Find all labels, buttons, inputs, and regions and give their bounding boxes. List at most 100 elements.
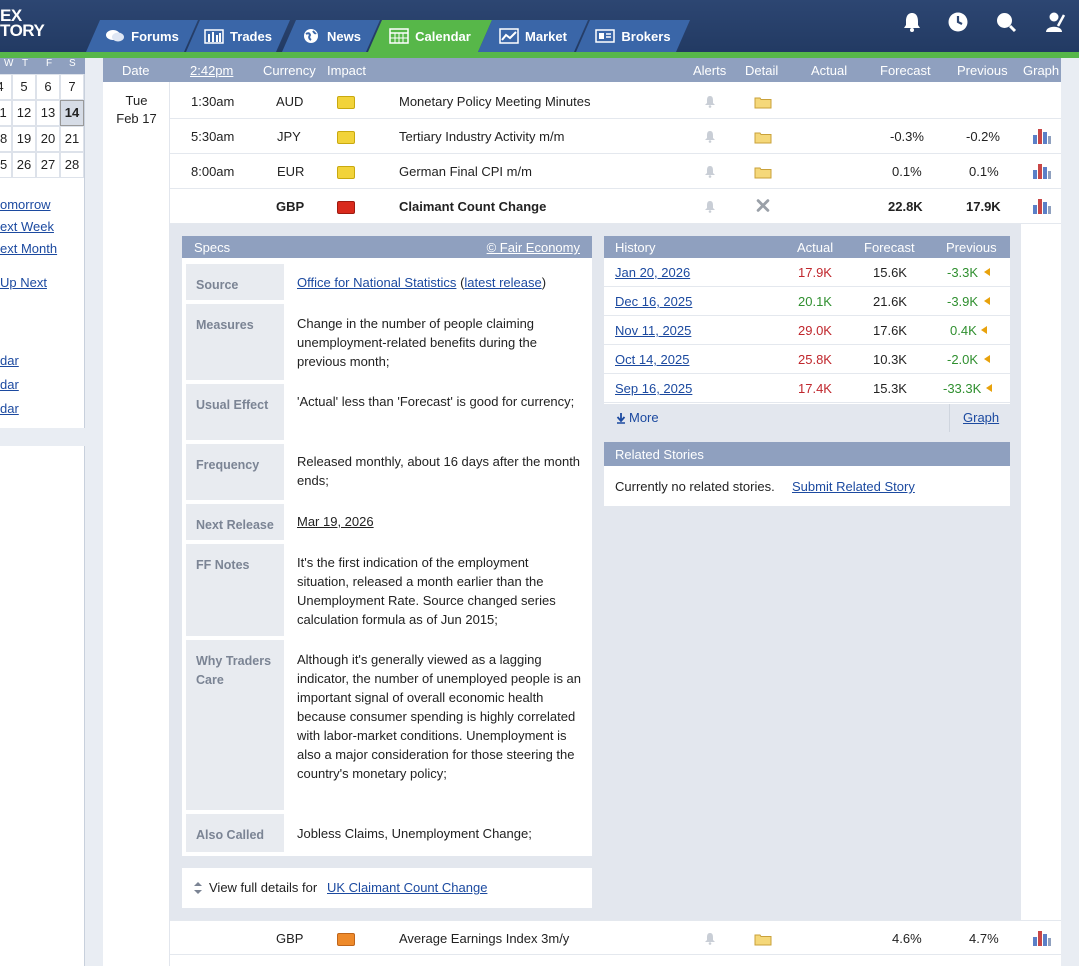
event-title[interactable]: Monetary Policy Meeting Minutes [399, 94, 591, 109]
logo-line-2: TORY [0, 21, 45, 40]
view-full-link[interactable]: UK Claimant Count Change [327, 880, 488, 895]
event-row[interactable]: 5:30am JPY Tertiary Industry Activity m/… [170, 119, 1061, 154]
history-row[interactable]: Jan 20, 2026 17.9K 15.6K -3.3K [604, 258, 1010, 287]
event-title[interactable]: Claimant Count Change [399, 199, 547, 214]
day-cell[interactable]: 5 [12, 74, 36, 100]
history-graph-link[interactable]: Graph [963, 410, 1000, 425]
impact-low-icon [337, 96, 355, 109]
day-cell[interactable]: 18 [0, 126, 12, 152]
day-cell[interactable]: 11 [0, 100, 12, 126]
source-link[interactable]: Office for National Statistics [297, 275, 457, 290]
graph-icon[interactable] [1032, 929, 1052, 947]
detail-folder-icon[interactable] [754, 166, 772, 179]
spec-why-traders-care: Although it's generally viewed as a lagg… [297, 652, 582, 781]
event-title[interactable]: Tertiary Industry Activity m/m [399, 129, 565, 144]
nav-tab-market[interactable]: Market [478, 20, 588, 52]
user-icon[interactable] [1044, 11, 1066, 33]
next-release-link[interactable]: Mar 19, 2026 [297, 514, 374, 529]
link-calendar-3[interactable]: dar [0, 401, 19, 416]
alert-bell-icon[interactable] [704, 165, 716, 178]
specs-header: Specs © Fair Economy [182, 236, 592, 258]
latest-release-link[interactable]: latest release [464, 275, 542, 290]
link-calendar-1[interactable]: dar [0, 353, 19, 368]
day-cell[interactable]: 13 [36, 100, 60, 126]
alert-bell-icon[interactable] [704, 200, 716, 213]
nav-tab-trades[interactable]: Trades [186, 20, 290, 52]
fair-economy-link[interactable]: © Fair Economy [486, 240, 580, 255]
day-cell[interactable]: 26 [12, 152, 36, 178]
graph-icon[interactable] [1032, 127, 1052, 145]
alert-bell-icon[interactable] [704, 95, 716, 108]
event-forecast: 4.6% [892, 931, 922, 946]
event-title[interactable]: Average Earnings Index 3m/y [399, 931, 570, 946]
nav-tab-brokers[interactable]: Brokers [576, 20, 690, 52]
mini-calendar-weekdays: W T F S [0, 58, 85, 74]
day-cell[interactable]: 20 [36, 126, 60, 152]
day-cell[interactable]: 21 [60, 126, 84, 152]
detail-folder-icon[interactable] [754, 96, 772, 109]
graph-icon[interactable] [1032, 197, 1052, 215]
history-date-link[interactable]: Dec 16, 2025 [615, 294, 693, 309]
history-date-link[interactable]: Sep 16, 2025 [615, 381, 693, 396]
day-cell[interactable]: 19 [12, 126, 36, 152]
day-cell[interactable]: 28 [60, 152, 84, 178]
col-impact: Impact [327, 63, 367, 78]
history-forecast: 15.3K [873, 381, 907, 396]
revision-icon [981, 326, 987, 334]
expand-arrows-icon [194, 882, 202, 894]
event-row[interactable]: GBP Average Earnings Index 3m/y 4.6% 4.7… [170, 920, 1061, 955]
link-next-month[interactable]: ext Month [0, 241, 58, 256]
history-row[interactable]: Oct 14, 2025 25.8K 10.3K -2.0K [604, 345, 1010, 374]
nav-tab-forums[interactable]: Forums [86, 20, 198, 52]
history-date-link[interactable]: Nov 11, 2025 [615, 323, 692, 338]
day-cell[interactable]: 12 [12, 100, 36, 126]
history-forecast: 10.3K [873, 352, 907, 367]
history-col-previous: Previous [946, 240, 997, 255]
graph-icon[interactable] [1032, 162, 1052, 180]
search-icon[interactable] [995, 11, 1017, 33]
bell-icon[interactable] [901, 11, 923, 33]
history-actual: 25.8K [798, 352, 832, 367]
detail-folder-icon[interactable] [754, 933, 772, 946]
nav-accent-line [0, 52, 1079, 58]
event-forecast: 22.8K [888, 199, 923, 214]
current-time-link[interactable]: 2:42pm [190, 63, 234, 78]
specs-panel: Specs © Fair Economy Source Office for N… [182, 236, 592, 856]
more-history-link[interactable]: More [629, 410, 659, 425]
day-cell[interactable]: 7 [60, 74, 84, 100]
close-detail-icon[interactable] [754, 199, 772, 212]
event-row[interactable]: 8:00am EUR German Final CPI m/m 0.1% 0.1… [170, 154, 1061, 189]
impact-low-icon [337, 166, 355, 179]
event-row[interactable]: 1:30am AUD Monetary Policy Meeting Minut… [170, 84, 1061, 119]
alert-bell-icon[interactable] [704, 932, 716, 945]
today-cell[interactable]: 14 [60, 100, 84, 126]
submit-related-story-link[interactable]: Submit Related Story [792, 479, 915, 494]
day-cell[interactable]: 6 [36, 74, 60, 100]
link-calendar-2[interactable]: dar [0, 377, 19, 392]
history-actual: 17.4K [798, 381, 832, 396]
history-row[interactable]: Dec 16, 2025 20.1K 21.6K -3.9K [604, 287, 1010, 316]
mini-calendar-week: 18 19 20 21 [0, 126, 85, 152]
day-cell[interactable]: 25 [0, 152, 12, 178]
detail-folder-icon[interactable] [754, 131, 772, 144]
left-sidebar-lower [0, 446, 85, 966]
history-actual: 29.0K [798, 323, 832, 338]
nav-tab-news[interactable]: News [282, 20, 380, 52]
history-previous: 0.4K [950, 323, 977, 338]
day-cell[interactable]: 27 [36, 152, 60, 178]
site-logo[interactable]: EX TORY [0, 7, 45, 40]
history-row[interactable]: Sep 16, 2025 17.4K 15.3K -33.3K [604, 374, 1010, 403]
event-title[interactable]: German Final CPI m/m [399, 164, 532, 179]
spec-label-source: Source [186, 264, 284, 300]
history-date-link[interactable]: Jan 20, 2026 [615, 265, 691, 280]
link-tomorrow[interactable]: omorrow [0, 197, 51, 212]
link-next-week[interactable]: ext Week [0, 219, 54, 234]
link-up-next[interactable]: Up Next [0, 275, 47, 290]
alert-bell-icon[interactable] [704, 130, 716, 143]
nav-tab-calendar[interactable]: Calendar [368, 20, 492, 52]
history-date-link[interactable]: Oct 14, 2025 [615, 352, 690, 367]
history-row[interactable]: Nov 11, 2025 29.0K 17.6K 0.4K [604, 316, 1010, 345]
event-row-expanded[interactable]: GBP Claimant Count Change 22.8K 17.9K [170, 189, 1061, 224]
day-cell[interactable]: 4 [0, 74, 12, 100]
clock-icon[interactable] [947, 11, 969, 33]
